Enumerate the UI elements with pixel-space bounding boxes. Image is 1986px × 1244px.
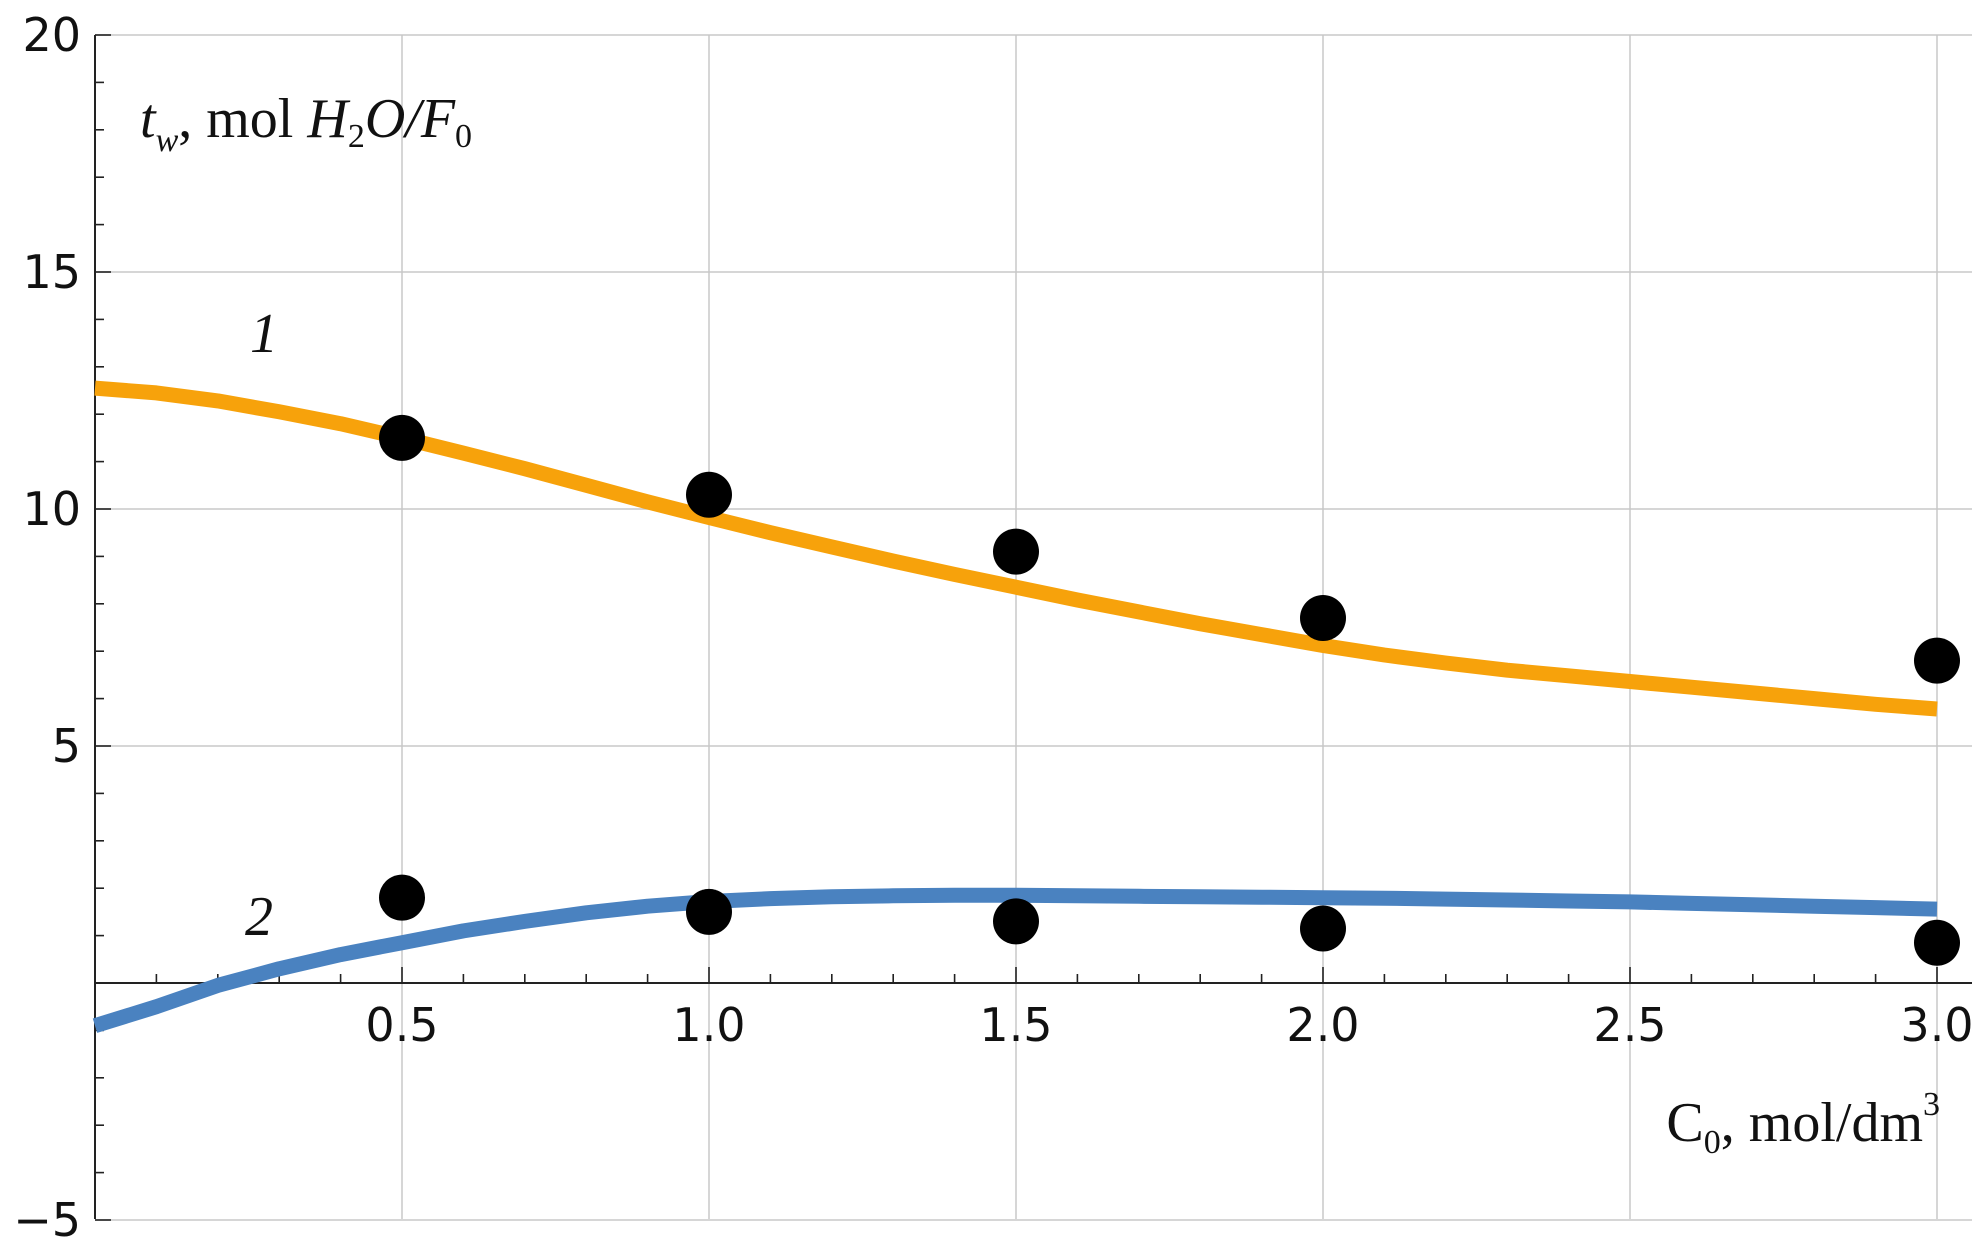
x-tick-label: 1.5 <box>979 998 1052 1052</box>
data-points <box>379 414 1960 966</box>
x-tick-label: 2.5 <box>1593 998 1666 1052</box>
x-tick-label: 1.0 <box>672 998 745 1052</box>
y-tick-label: 5 <box>52 719 81 773</box>
series-1-point <box>686 471 732 518</box>
y-tick-label: 15 <box>22 245 81 299</box>
x-tick-label: 2.0 <box>1286 998 1359 1052</box>
series-1-point <box>379 414 425 461</box>
series-2-point <box>686 888 732 935</box>
x-tick-label: 3.0 <box>1900 998 1973 1052</box>
series-1-label: 1 <box>250 303 278 365</box>
series-2-line <box>92 887 1938 1033</box>
series-2-point <box>993 898 1039 945</box>
series-2-point <box>379 874 425 921</box>
series-1-point <box>993 528 1039 575</box>
y-tick-label: 10 <box>22 482 81 536</box>
series-2-point <box>1914 919 1960 966</box>
tick-labels: 0.5 1.0 1.5 2.0 2.5 3.0 −5 5 10 15 20 <box>13 8 1973 1244</box>
curve-labels: 12 <box>245 303 278 948</box>
x-tick-label: 0.5 <box>365 998 438 1052</box>
ticks <box>95 34 1938 1221</box>
y-axis-title: tw, mol H2O/F0 <box>140 88 472 159</box>
y-tick-label: −5 <box>13 1193 81 1244</box>
series-2-label: 2 <box>245 886 273 948</box>
x-axis-title: C0, mol/dm3 <box>1666 1086 1940 1161</box>
series-2-point <box>1300 905 1346 952</box>
grid <box>95 34 1972 1221</box>
series-1-point <box>1300 595 1346 642</box>
y-tick-label: 20 <box>22 8 81 62</box>
series-1-point <box>1914 637 1960 684</box>
